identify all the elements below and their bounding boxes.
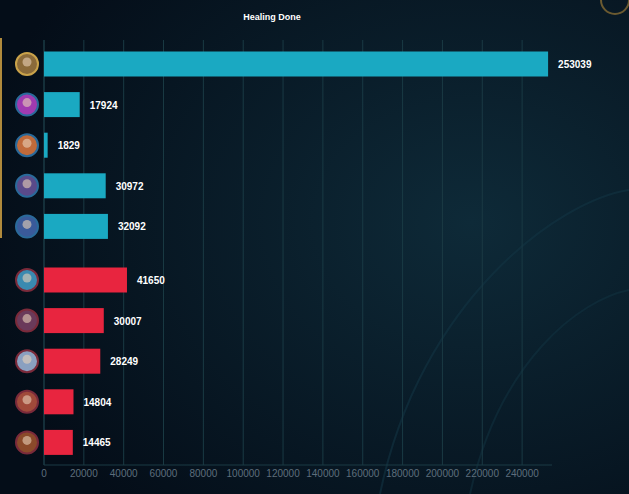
background — [0, 0, 629, 494]
grid-line — [442, 40, 443, 465]
grid-line — [362, 40, 363, 465]
champion-icon — [16, 134, 38, 156]
grid-line — [243, 40, 244, 465]
tick-label: 220000 — [466, 468, 500, 479]
champion-icon-face — [23, 179, 32, 188]
bar — [44, 430, 73, 455]
bars — [44, 52, 548, 455]
tick-label: 200000 — [426, 468, 460, 479]
champion-icon-face — [23, 58, 32, 67]
icons — [16, 53, 38, 453]
champion-icon — [16, 53, 38, 75]
champion-icon — [16, 391, 38, 413]
bg-swirl — [470, 290, 629, 494]
tick-label: 140000 — [306, 468, 340, 479]
tick-label: 180000 — [386, 468, 420, 479]
tick-label: 40000 — [110, 468, 138, 479]
tick-label: 160000 — [346, 468, 380, 479]
title: Healing Done — [243, 12, 301, 22]
data-label: 1829 — [58, 140, 81, 151]
champion-icon-face — [23, 314, 32, 323]
grid-line — [283, 40, 284, 465]
grid-line — [522, 40, 523, 465]
tick-label: 240000 — [505, 468, 539, 479]
bar — [44, 268, 127, 293]
tick-label: 120000 — [266, 468, 300, 479]
bar — [44, 308, 104, 333]
grid-line — [163, 40, 164, 465]
champion-icon-face — [23, 98, 32, 107]
emblem — [601, 0, 629, 14]
data-label: 28249 — [110, 356, 138, 367]
grid-line — [203, 40, 204, 465]
data-label: 14804 — [83, 397, 111, 408]
tick-label: 60000 — [150, 468, 178, 479]
chart: Healing Done 0 20000 40000 60000 80000 100000 1… — [0, 0, 629, 494]
champion-icon-face — [23, 395, 32, 404]
grid-line — [123, 40, 124, 465]
grid-line — [322, 40, 323, 465]
champion-icon-face — [23, 139, 32, 148]
bar — [44, 214, 108, 239]
champion-icon — [16, 269, 38, 291]
champion-icon — [16, 175, 38, 197]
bar — [44, 349, 100, 374]
tick-label: 20000 — [70, 468, 98, 479]
tick-label: 0 — [41, 468, 47, 479]
champion-icon-face — [23, 436, 32, 445]
grid-line — [482, 40, 483, 465]
data-label: 14465 — [83, 437, 111, 448]
data-label: 253039 — [558, 59, 592, 70]
bar — [44, 173, 106, 198]
champion-icon-face — [23, 274, 32, 283]
champion-icon — [16, 350, 38, 372]
data-label: 17924 — [90, 100, 118, 111]
champion-icon-face — [23, 355, 32, 364]
champion-icon — [16, 215, 38, 237]
grid-line — [402, 40, 403, 465]
data-label: 32092 — [118, 221, 146, 232]
bar — [44, 92, 80, 117]
x-axis — [44, 465, 552, 466]
tick-label: 100000 — [227, 468, 261, 479]
bar — [44, 52, 548, 77]
bar — [44, 133, 48, 158]
bar — [44, 389, 73, 414]
tick-label: 80000 — [189, 468, 217, 479]
bg-swirl — [380, 190, 629, 494]
data-label: 30007 — [114, 316, 142, 327]
champion-icon — [16, 310, 38, 332]
champion-icon — [16, 94, 38, 116]
data-label: 30972 — [116, 181, 144, 192]
champion-icon — [16, 431, 38, 453]
labels: 253039 17924 1829 30972 32092 41650 30007 28249… — [58, 59, 592, 448]
data-label: 41650 — [137, 275, 165, 286]
champion-icon-face — [23, 220, 32, 229]
team-accent — [0, 38, 2, 238]
